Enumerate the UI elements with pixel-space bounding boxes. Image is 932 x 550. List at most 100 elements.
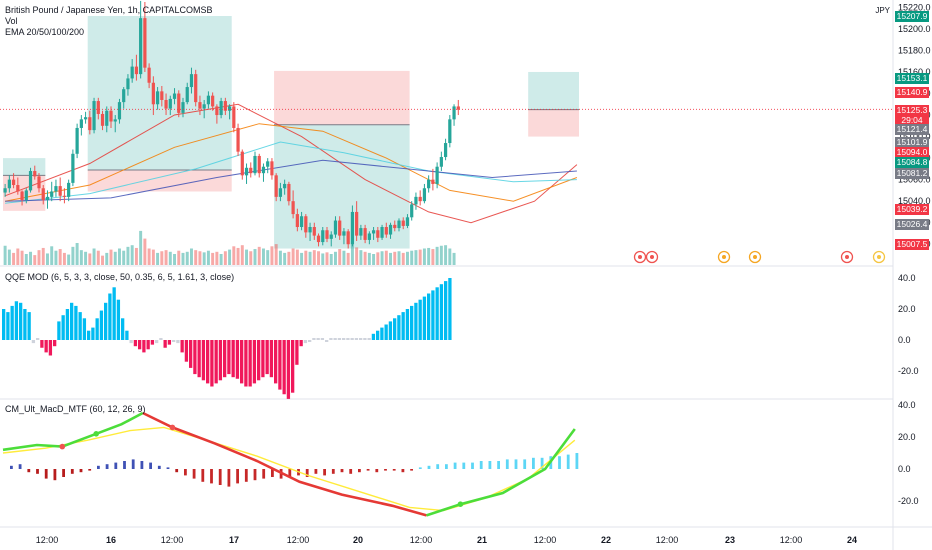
- macd-histogram-bar: [36, 469, 39, 474]
- volume-bar: [88, 253, 92, 265]
- candle-body: [219, 101, 223, 116]
- volume-bar: [418, 249, 422, 265]
- candle-body: [240, 151, 244, 176]
- qqe-bar: [346, 338, 350, 340]
- macd-histogram-bar: [410, 469, 413, 471]
- candle-body: [257, 155, 261, 174]
- qqe-bar: [231, 340, 235, 378]
- macd-cross-dot: [59, 443, 66, 450]
- candle-body: [130, 66, 134, 79]
- qqe-tick: 20.0: [898, 304, 916, 314]
- volume-bar: [312, 250, 316, 265]
- qqe-bar: [282, 340, 286, 395]
- macd-histogram-bar: [271, 469, 274, 477]
- volume-bar: [75, 243, 79, 265]
- qqe-bar: [125, 330, 129, 340]
- candle-body: [92, 101, 96, 131]
- qqe-bar: [116, 299, 121, 340]
- qqe-bar: [244, 340, 248, 387]
- volume-bar: [202, 252, 206, 265]
- candle-body: [278, 188, 283, 197]
- macd-histogram-bar: [418, 467, 422, 469]
- volume-bar: [295, 249, 299, 265]
- macd-histogram-bar: [79, 469, 83, 473]
- volume-bar: [185, 251, 189, 265]
- qqe-bar: [291, 340, 295, 393]
- volume-bar: [62, 252, 66, 265]
- time-tick: 12:00: [161, 535, 184, 545]
- macd-tick: 0.0: [898, 464, 911, 474]
- qqe-bar: [422, 296, 427, 340]
- ema-label: EMA 20/50/100/200: [5, 27, 85, 37]
- candle-body: [376, 230, 380, 238]
- qqe-bar: [269, 340, 274, 378]
- qqe-bar: [57, 321, 61, 340]
- economic-event-dot: [722, 255, 726, 259]
- time-tick: 22: [601, 535, 611, 545]
- volume-bar: [16, 248, 20, 265]
- economic-event-dot: [650, 255, 654, 259]
- volume-bar: [117, 248, 121, 265]
- volume-bar: [33, 255, 37, 265]
- macd-histogram-bar: [445, 464, 448, 469]
- volume-bar: [333, 251, 337, 265]
- qqe-bar: [167, 340, 172, 345]
- qqe-bar: [19, 302, 23, 340]
- qqe-tick: 0.0: [898, 335, 911, 345]
- volume-bar: [278, 250, 282, 265]
- candle-body: [304, 216, 308, 233]
- macd-histogram-bar: [566, 454, 570, 469]
- time-tick: 23: [725, 535, 735, 545]
- volume-bar: [109, 249, 113, 265]
- qqe-bar: [401, 312, 405, 340]
- volume-bar: [181, 252, 185, 265]
- candle-body: [418, 196, 422, 202]
- position-profit-zone: [528, 71, 579, 110]
- candle-body: [295, 214, 299, 228]
- candle-body: [227, 106, 232, 111]
- volume-bar: [236, 247, 240, 265]
- candle-body: [164, 99, 168, 109]
- qqe-bar: [31, 340, 36, 344]
- macd-histogram-bar: [97, 465, 100, 469]
- qqe-bar: [104, 302, 108, 340]
- time-tick: 12:00: [287, 535, 310, 545]
- volume-bar: [448, 248, 452, 265]
- candle-body: [147, 67, 151, 83]
- volume-bar: [367, 252, 371, 265]
- qqe-bar: [184, 340, 189, 362]
- volume-bar: [194, 250, 198, 265]
- qqe-bar: [248, 340, 252, 387]
- volume-bar: [439, 245, 443, 265]
- qqe-label: QQE MOD (6, 5, 3, 3, close, 50, 0.35, 6,…: [5, 272, 235, 282]
- volume-bar: [228, 249, 232, 265]
- macd-histogram-bar: [349, 469, 353, 474]
- candle-body: [371, 230, 376, 234]
- candle-body: [105, 110, 109, 126]
- economic-event-dot: [877, 255, 881, 259]
- candle-body: [261, 166, 266, 174]
- volume-bar: [130, 245, 134, 265]
- qqe-bar: [70, 302, 74, 340]
- candle-body: [333, 220, 338, 235]
- volume-bar: [206, 250, 210, 265]
- volume-bar: [139, 230, 143, 265]
- macd-histogram-bar: [532, 457, 535, 469]
- volume-bar: [164, 250, 168, 265]
- candle-body: [388, 224, 393, 235]
- qqe-bar: [150, 340, 155, 345]
- macd-histogram-bar: [505, 459, 509, 469]
- price-tick: 15060.0: [898, 175, 931, 185]
- macd-histogram-bar: [210, 469, 213, 484]
- candle-body: [7, 179, 11, 189]
- volume-bar: [329, 254, 333, 265]
- qqe-bar: [65, 309, 70, 340]
- qqe-bar: [78, 312, 82, 340]
- macd-histogram-bar: [244, 469, 248, 482]
- qqe-bar: [235, 340, 240, 379]
- qqe-bar: [214, 340, 218, 384]
- volume-bar: [414, 250, 418, 265]
- qqe-bar: [448, 278, 452, 340]
- volume-bar: [266, 250, 270, 265]
